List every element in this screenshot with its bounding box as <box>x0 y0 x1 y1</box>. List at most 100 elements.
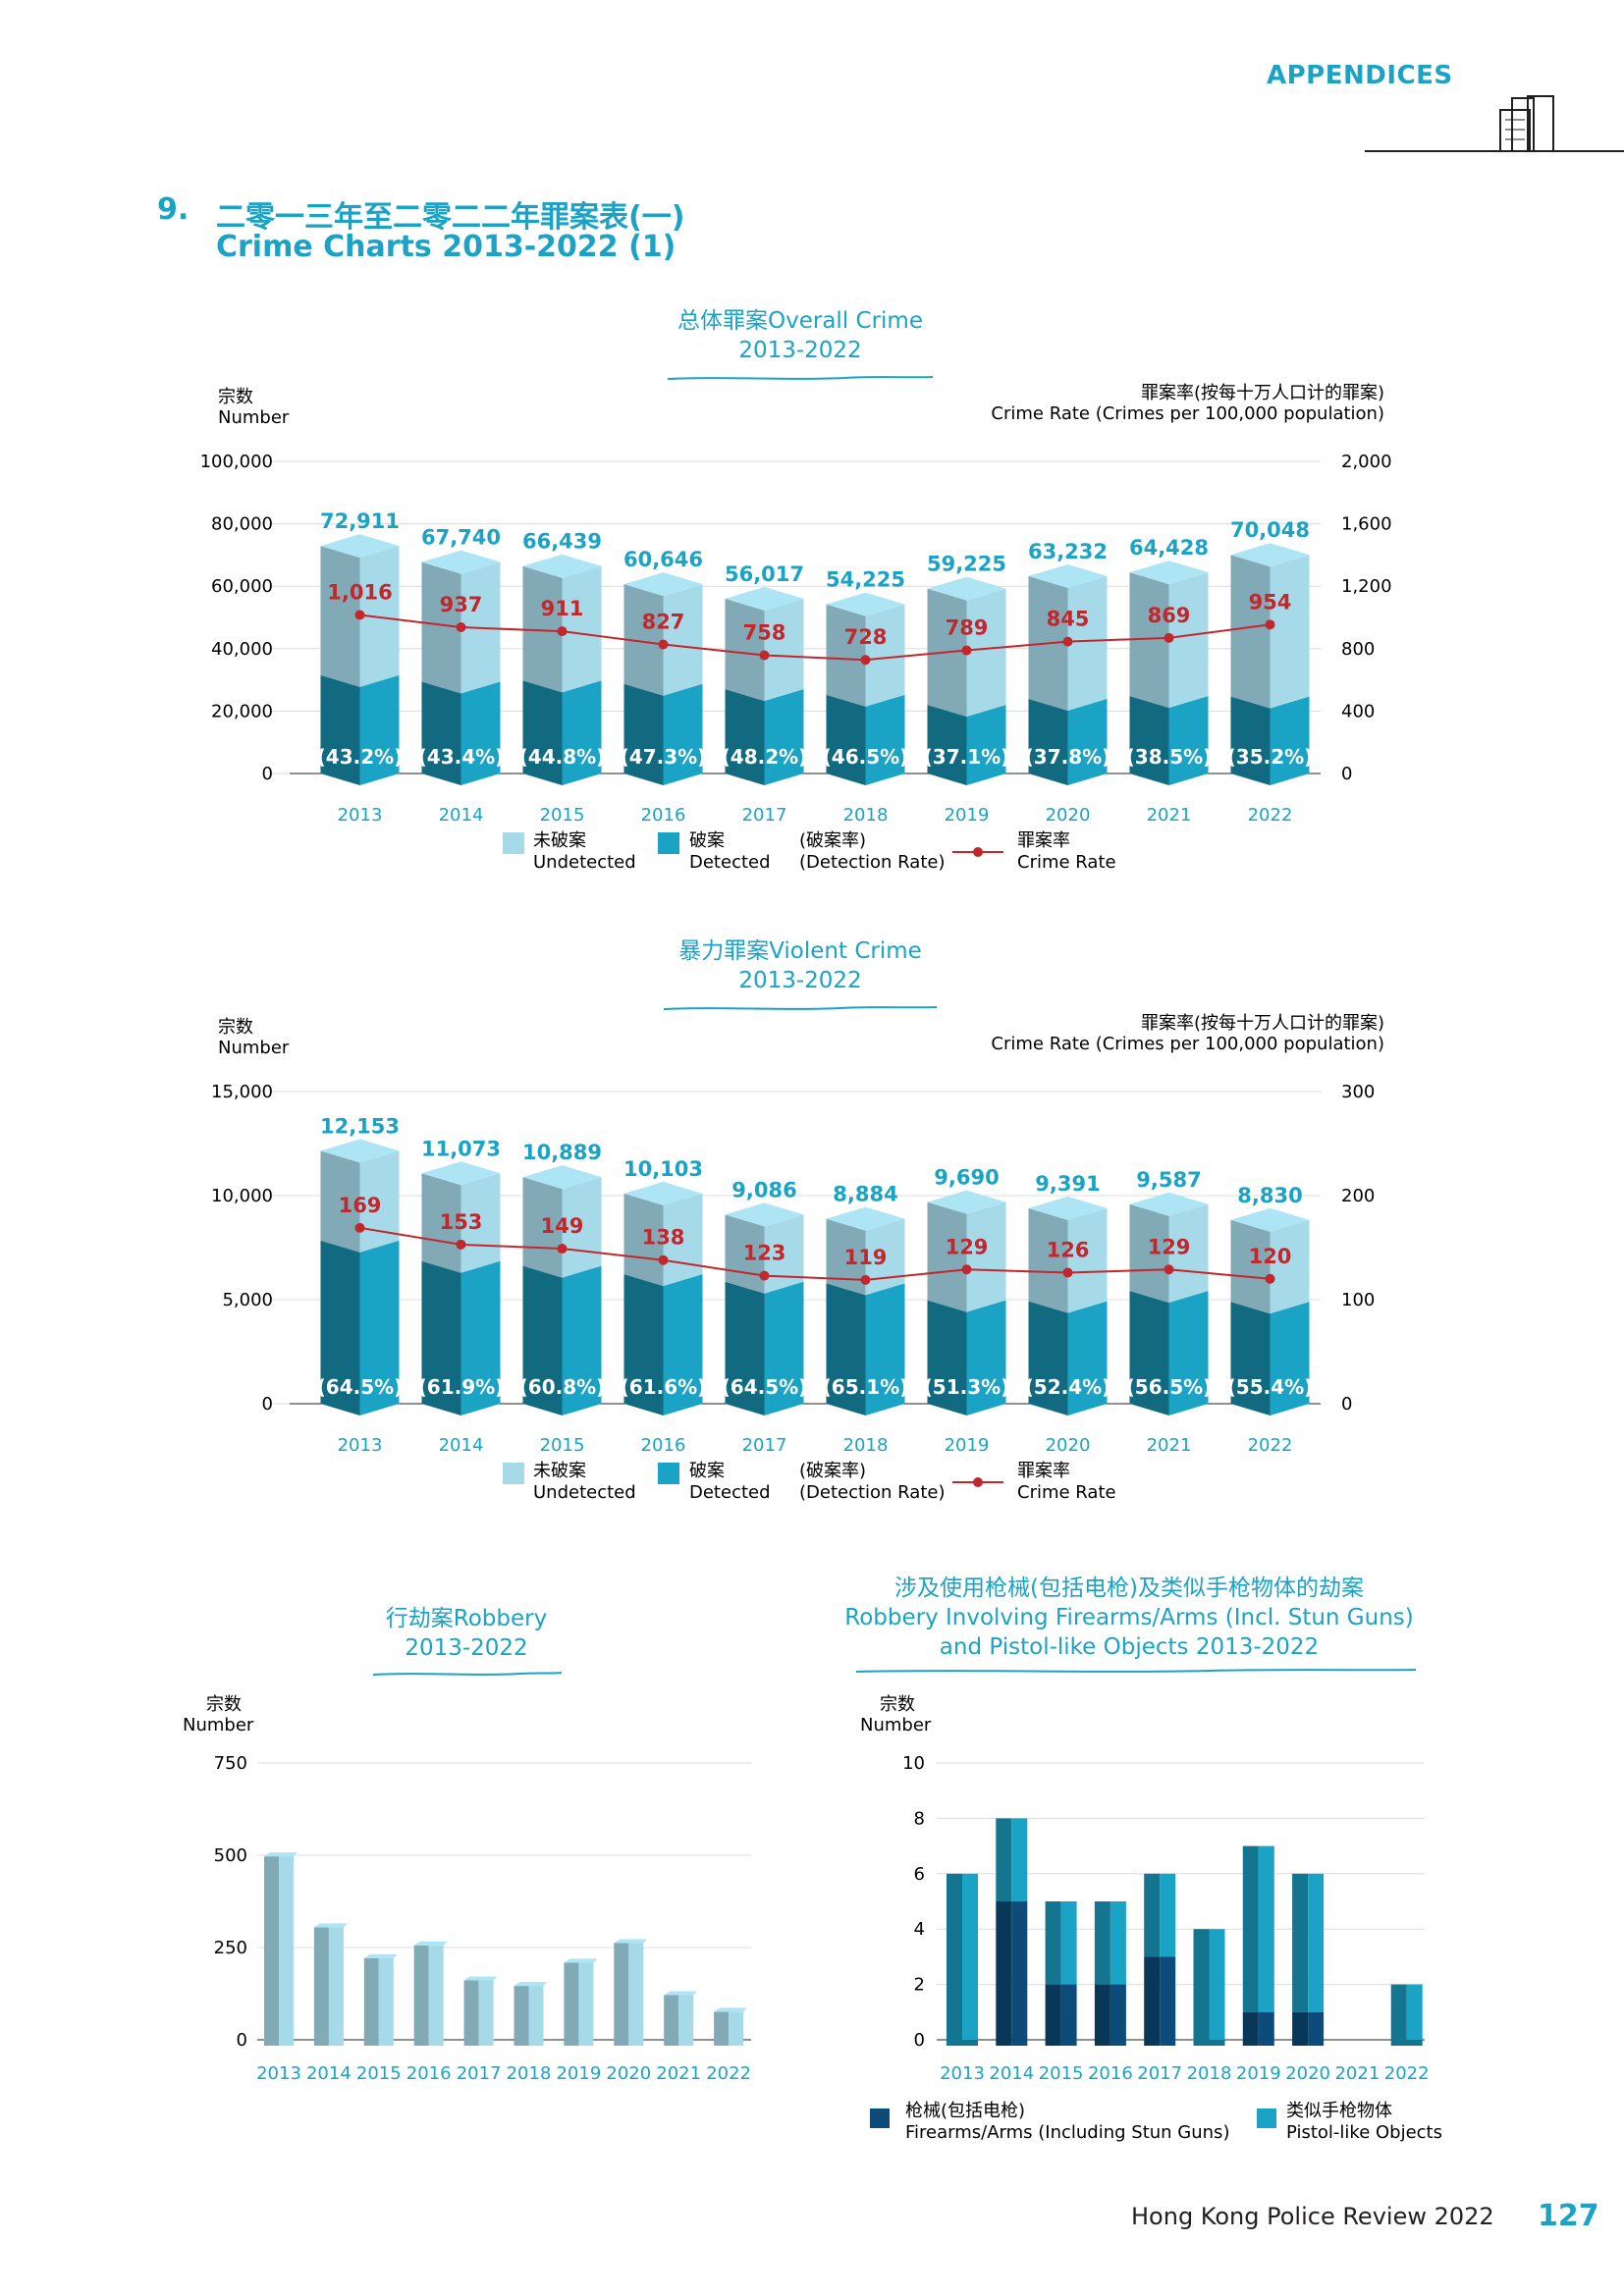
total-label: 8,884 <box>833 1183 897 1206</box>
robbery-bar-top <box>714 2007 748 2012</box>
detected-bar-left <box>320 674 360 785</box>
x-tick-label: 2020 <box>1046 1435 1091 1456</box>
firearms-bar-right <box>1160 1956 1176 2046</box>
firearms-bar-left <box>1045 1984 1061 2046</box>
undetected-bar-top <box>826 592 905 616</box>
detection-rate-label: (65.1%) <box>823 1375 909 1399</box>
total-label: 59,225 <box>927 553 1006 576</box>
undetected-bar-left <box>623 1193 664 1287</box>
overall-crime-subtitle: 2013-2022 <box>738 338 862 363</box>
robbery-bar-top <box>313 1923 348 1928</box>
legend-crime-rate-point <box>973 1477 983 1487</box>
undetected-bar-top <box>320 534 400 559</box>
y2-axis-label-en: Crime Rate (Crimes per 100,000 populatio… <box>991 1034 1384 1054</box>
detected-bar-right <box>966 1300 1006 1415</box>
robbery-bar-right <box>378 1957 394 2046</box>
detected-bar-right <box>359 1240 400 1415</box>
pistol-like-bar-right <box>1060 1901 1077 1985</box>
crime-rate-label: 869 <box>1148 604 1191 627</box>
x-tick-label: 2013 <box>256 2063 301 2081</box>
robbery-bar-top <box>614 1939 648 1944</box>
x-tick-label: 2015 <box>540 805 585 826</box>
x-tick-label: 2018 <box>1187 2063 1232 2084</box>
x-tick-label: 2021 <box>1147 805 1192 826</box>
y-tick-label: 20,000 <box>211 701 273 721</box>
x-tick-label: 2016 <box>641 805 686 826</box>
total-label: 10,889 <box>522 1141 602 1164</box>
title-underline <box>856 1669 1416 1673</box>
detected-bar-left <box>725 689 765 785</box>
detection-rate-label: (48.2%) <box>722 745 808 769</box>
crime-rate-point <box>456 622 466 633</box>
section-number: 9. <box>157 192 189 227</box>
pistol-like-bar-right <box>1209 1929 1225 2040</box>
crime-rate-point <box>1164 632 1174 643</box>
x-tick-label: 2016 <box>641 1435 686 1456</box>
crime-rate-label: 119 <box>844 1246 888 1269</box>
undetected-bar-top <box>1028 1196 1108 1220</box>
y-tick-label: 8 <box>914 1808 925 1829</box>
detected-bar-right <box>663 683 703 785</box>
legend-detected-en: Detected <box>689 852 771 873</box>
undetected-bar-top <box>927 576 1006 601</box>
y-axis-label-cn: 宗数 <box>218 1017 253 1038</box>
x-tick-label: 2022 <box>1384 2063 1430 2084</box>
robbery-title-cn: 行劫案 <box>385 1606 454 1631</box>
crime-rate-label: 728 <box>844 625 888 649</box>
total-label: 56,017 <box>725 562 804 586</box>
legend-crime-rate-cn: 罪案率 <box>1017 1461 1070 1481</box>
detected-bar-left <box>927 705 967 785</box>
total-label: 54,225 <box>826 568 905 592</box>
detection-rate-label: (56.5%) <box>1126 1375 1213 1399</box>
appendices-header: APPENDICES <box>1267 61 1453 90</box>
undetected-bar-right <box>1270 1219 1310 1314</box>
pistol-like-bar-right <box>1160 1873 1176 1957</box>
detection-rate-label: (61.6%) <box>621 1375 707 1399</box>
detection-rate-label: (60.8%) <box>519 1375 606 1399</box>
robbery-subtitle: 2013-2022 <box>405 1635 528 1661</box>
y-axis-label-cn: 宗数 <box>880 1694 915 1715</box>
y2-tick-label: 0 <box>1341 764 1352 784</box>
total-label: 9,391 <box>1035 1172 1100 1196</box>
detected-bar-right <box>460 681 501 785</box>
undetected-bar-right <box>1067 1207 1108 1313</box>
y-tick-label: 5,000 <box>222 1290 273 1310</box>
firearms-robbery-title-en: Robbery Involving Firearms/Arms (Incl. S… <box>844 1605 1414 1630</box>
robbery-bar-left <box>363 1957 379 2046</box>
undetected-bar-right <box>966 1201 1006 1312</box>
detected-bar-left <box>927 1300 967 1415</box>
detected-bar-left <box>522 680 563 785</box>
undetected-bar-left <box>1028 1207 1068 1313</box>
x-tick-label: 2017 <box>742 805 787 826</box>
detection-rate-label: (61.9%) <box>418 1375 505 1399</box>
y-tick-label: 0 <box>262 764 273 784</box>
legend-undetected-swatch <box>503 832 524 854</box>
undetected-bar-top <box>1230 543 1310 567</box>
y-tick-label: 10,000 <box>211 1186 273 1206</box>
undetected-bar-top <box>421 550 501 574</box>
firearms-bar-right <box>1060 1984 1077 2046</box>
pistol-like-bar-left <box>1242 1845 1259 2012</box>
firearms-robbery-title-cn: 涉及使用枪械(包括电枪)及类似手枪物体的劫案 <box>894 1575 1364 1601</box>
legend-undetected-en: Undetected <box>533 1482 636 1503</box>
undetected-bar-top <box>725 1202 804 1227</box>
crime-rate-label: 169 <box>339 1194 382 1217</box>
legend-firearms-en: Firearms/Arms (Including Stun Guns) <box>905 2122 1229 2143</box>
detection-rate-label: (44.8%) <box>519 745 606 769</box>
undetected-bar-right <box>764 1214 804 1294</box>
crime-rate-line <box>359 614 1271 662</box>
y-tick-label: 60,000 <box>211 576 273 597</box>
undetected-bar-left <box>522 1177 563 1278</box>
legend-pistol-en: Pistol-like Objects <box>1286 2122 1442 2143</box>
detected-bar-right <box>460 1260 501 1415</box>
undetected-bar-right <box>663 1193 703 1287</box>
undetected-bar-left <box>421 1173 461 1273</box>
total-label: 66,439 <box>522 530 602 554</box>
undetected-bar-left <box>826 1218 866 1296</box>
undetected-bar-top <box>1129 561 1209 585</box>
y-tick-label: 750 <box>214 1753 247 1774</box>
x-tick-label: 2022 <box>1248 1435 1293 1456</box>
crime-rate-point <box>658 1255 669 1265</box>
undetected-bar-left <box>421 561 461 694</box>
